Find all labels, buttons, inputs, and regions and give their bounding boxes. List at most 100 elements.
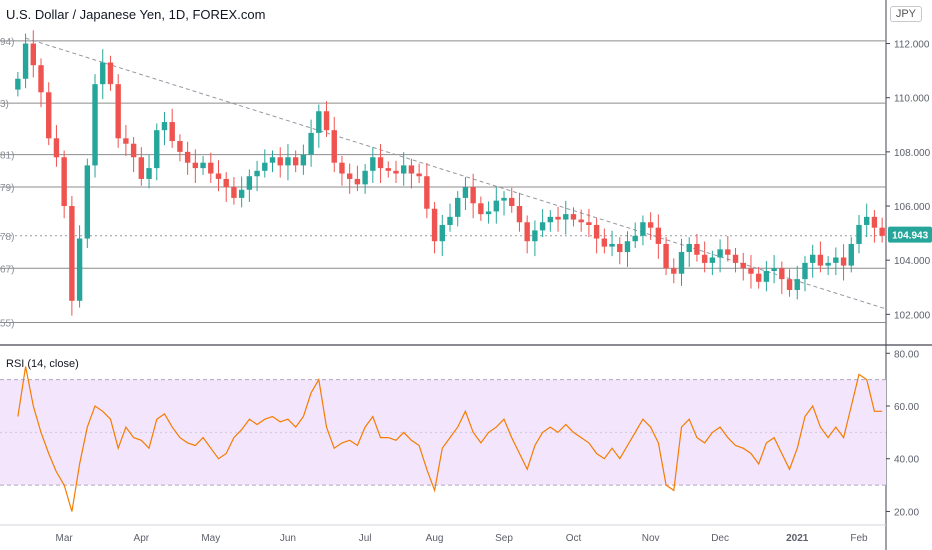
candle-body — [408, 165, 415, 174]
candle-body — [555, 216, 561, 220]
candle-body — [864, 216, 870, 225]
candle-body — [701, 254, 708, 263]
candle-body — [231, 187, 237, 198]
candle-body — [69, 206, 75, 301]
candle-body — [586, 222, 592, 225]
candle-body — [30, 43, 36, 66]
candle-body — [879, 227, 885, 236]
candle-body — [632, 235, 638, 242]
price-axis-tick: 110.000 — [894, 94, 930, 105]
candle-body — [169, 122, 175, 142]
candle-body — [84, 165, 91, 239]
candle-body — [485, 211, 492, 215]
time-axis-tick: Nov — [642, 533, 660, 544]
candle-body — [470, 187, 476, 204]
candle-body — [817, 254, 824, 266]
time-axis-tick: Aug — [426, 533, 444, 544]
candle-body — [748, 268, 754, 274]
candle-body — [671, 268, 677, 274]
time-axis-tick: Feb — [850, 533, 868, 544]
candle-body — [339, 162, 345, 174]
time-axis-tick: Jun — [280, 533, 296, 544]
candle-body — [107, 62, 114, 85]
candle-body — [640, 222, 646, 236]
candle-body — [269, 157, 276, 163]
candle-body — [439, 224, 445, 242]
left-level-label: 3) — [0, 99, 9, 110]
candle-body — [455, 197, 461, 217]
candle-body — [192, 162, 199, 169]
candle-body — [802, 262, 808, 280]
candle-body — [61, 157, 67, 207]
price-axis-tick: 104.000 — [894, 256, 931, 267]
rsi-axis-tick: 40.00 — [894, 455, 919, 466]
candle-body — [154, 130, 160, 169]
candle-body — [547, 216, 554, 223]
candle-body — [308, 132, 314, 155]
candle-body — [740, 262, 746, 269]
candle-body — [447, 216, 453, 225]
candle-body — [686, 243, 692, 253]
candle-body — [462, 187, 469, 198]
candle-body — [709, 257, 716, 263]
candle-body — [138, 157, 145, 179]
price-axis-tick: 112.000 — [894, 40, 930, 51]
candle-body — [609, 243, 615, 247]
candle-body — [755, 273, 762, 282]
rsi-axis-tick: 80.00 — [894, 349, 919, 360]
candle-body — [331, 130, 337, 163]
candle-body — [809, 254, 816, 263]
candle-body — [431, 208, 438, 242]
candle-body — [725, 249, 731, 255]
candle-body — [92, 84, 98, 166]
rsi-line — [17, 366, 883, 512]
candle-body — [794, 279, 800, 290]
time-axis-tick: Mar — [56, 533, 74, 544]
candle-body — [370, 157, 376, 171]
candle-body — [678, 252, 685, 274]
rsi-axis-tick: 20.00 — [894, 507, 919, 518]
left-level-label: 55) — [0, 318, 14, 329]
time-axis-tick: Jul — [359, 533, 372, 544]
candle-body — [763, 271, 770, 282]
last-price-label: 104.943 — [892, 231, 929, 242]
candle-body — [717, 249, 723, 258]
candle-body — [663, 243, 669, 269]
candle-body — [346, 173, 353, 179]
candle-body — [647, 222, 654, 228]
candle-body — [254, 170, 260, 177]
last-price-badge — [888, 226, 932, 243]
candle-body — [786, 279, 793, 290]
time-axis-tick: Dec — [711, 533, 729, 544]
rsi-title: RSI (14, close) — [6, 358, 79, 370]
candle-body — [593, 224, 600, 239]
rsi-band — [0, 379, 886, 486]
currency-button[interactable]: JPY — [889, 6, 922, 22]
candle-body — [277, 157, 283, 166]
left-level-label: 81) — [0, 151, 14, 162]
candle-body — [732, 254, 739, 263]
candle-body — [238, 189, 245, 198]
candle-body — [524, 222, 530, 242]
candle-body — [493, 200, 500, 212]
price-axis-tick: 102.000 — [894, 310, 931, 321]
candle-body — [779, 268, 785, 280]
candle-body — [76, 238, 83, 301]
candle-body — [223, 178, 229, 188]
candle-body — [478, 203, 484, 215]
candle-body — [570, 214, 577, 220]
candle-body — [694, 243, 700, 255]
time-axis-tick: Oct — [566, 533, 582, 544]
candle-body — [539, 222, 546, 231]
candle-body — [624, 241, 631, 253]
candle-body — [771, 268, 777, 272]
candle-body — [38, 65, 44, 93]
time-axis-tick: May — [201, 533, 220, 544]
left-level-label: 67) — [0, 264, 14, 275]
candle-body — [509, 197, 515, 207]
candle-body — [848, 243, 854, 266]
left-level-label: 94) — [0, 37, 14, 48]
candle-body — [285, 157, 291, 166]
candle-body — [833, 257, 839, 263]
